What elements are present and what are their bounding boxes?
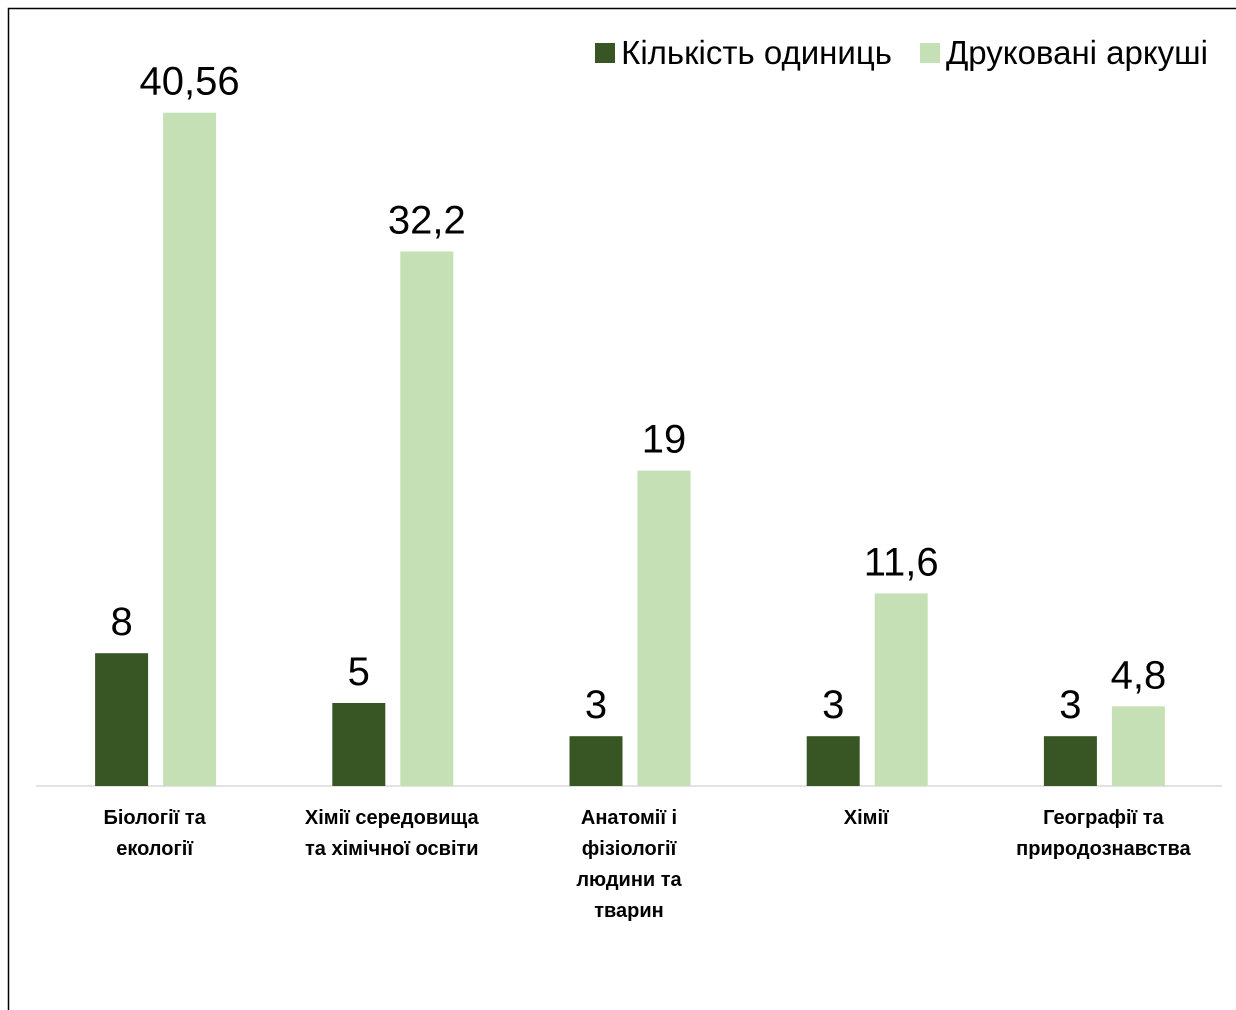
x-tick-label: Біології та екології [103,807,206,860]
data-label: 11,6 [864,540,939,584]
bar [874,593,928,786]
chart-border [7,7,1236,1010]
bar [95,653,149,786]
data-label: 3 [1059,683,1081,727]
x-tick-label: Анатомії і фізіології людини та тварин [576,807,682,922]
bar [637,470,691,786]
x-tick-label: Географії та природознавства [1016,807,1191,860]
bar [400,251,454,787]
bar [1111,706,1165,786]
bar [806,736,860,786]
data-label: 3 [585,683,607,727]
legend-swatch [919,43,940,63]
legend-swatch [595,43,616,63]
data-label: 19 [642,418,687,462]
legend-label: Кількість одиниць [621,34,892,71]
legend-item: Кількість одиниць [595,34,892,72]
bar [332,703,386,786]
x-tick-label: Хімії [843,807,889,829]
data-label: 3 [822,683,844,727]
bar [163,112,217,787]
legend-item: Друковані аркуші [919,34,1208,72]
data-label: 32,2 [388,198,466,242]
x-tick-label: Хімії середовища та хімічної освіти [304,807,479,860]
legend-label: Друковані аркуші [945,34,1208,71]
data-label: 4,8 [1111,653,1167,697]
legend: Кількість одиниць Друковані аркуші [567,34,1208,72]
data-label: 5 [348,650,370,694]
bar [569,736,623,786]
data-label: 8 [110,600,132,644]
data-label: 40,56 [140,60,240,104]
bar [1043,736,1097,786]
